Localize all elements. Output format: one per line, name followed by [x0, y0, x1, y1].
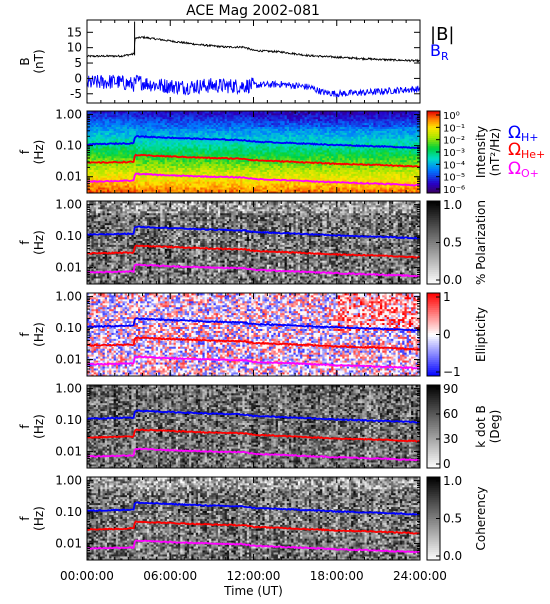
legend-label-b-r-main: B	[430, 41, 441, 60]
y-tick-label: -5	[70, 87, 82, 101]
y-axis-label: B	[18, 57, 32, 65]
heatmap-intensity	[87, 111, 420, 193]
y-tick-label: 10	[67, 41, 82, 55]
y-tick-label: 0	[74, 71, 82, 85]
panel-intensity: 1.000.100.01f(Hz)10⁰10⁻¹10⁻²10⁻³10⁻⁴10⁻⁵…	[18, 108, 502, 196]
y-axis-unit: (nT)	[32, 49, 46, 73]
series-line-b-magnitude	[87, 37, 420, 62]
y-tick-label: 5	[74, 56, 82, 70]
series-line-b-r	[87, 75, 420, 97]
chart-title: ACE Mag 2002-081	[186, 3, 320, 19]
y-tick-label: 15	[67, 25, 82, 39]
legend-label-b-r-sub: R	[441, 50, 449, 63]
